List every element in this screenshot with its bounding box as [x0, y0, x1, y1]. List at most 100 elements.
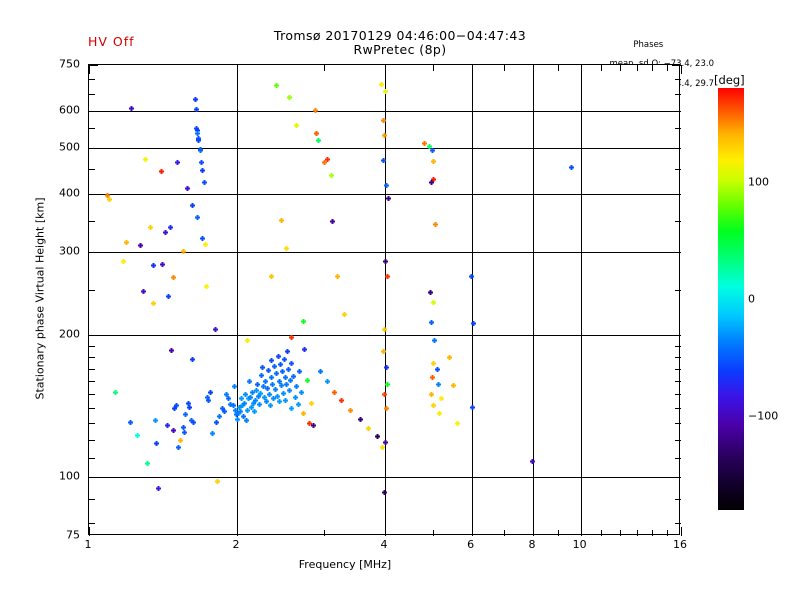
- data-point: [256, 394, 261, 399]
- data-point: [289, 406, 294, 411]
- data-point: [166, 294, 171, 299]
- data-point: [270, 382, 275, 387]
- phase-stats-heading: Phases: [633, 40, 664, 51]
- data-point: [278, 362, 283, 367]
- data-point: [375, 434, 380, 439]
- data-point: [431, 159, 436, 164]
- data-point: [175, 160, 180, 165]
- data-point: [174, 403, 179, 408]
- data-point: [318, 369, 323, 374]
- data-point: [470, 405, 475, 410]
- data-point: [210, 431, 215, 436]
- data-point: [275, 394, 280, 399]
- data-point: [455, 421, 460, 426]
- y-tick-label: 500: [59, 140, 80, 154]
- data-point: [181, 249, 186, 254]
- data-point: [569, 165, 574, 170]
- data-point: [206, 398, 211, 403]
- data-point: [429, 180, 434, 185]
- data-point: [205, 395, 210, 400]
- data-point: [250, 390, 255, 395]
- data-point: [471, 321, 476, 326]
- data-point: [447, 355, 452, 360]
- data-point: [305, 378, 310, 383]
- data-point: [156, 486, 161, 491]
- data-point: [383, 89, 388, 94]
- data-point: [224, 392, 229, 397]
- data-point: [451, 383, 456, 388]
- data-point: [259, 373, 264, 378]
- data-point: [339, 398, 344, 403]
- data-point: [284, 246, 289, 251]
- data-point: [151, 263, 156, 268]
- data-point: [432, 338, 437, 343]
- data-point: [316, 138, 321, 143]
- data-point: [435, 367, 440, 372]
- data-point: [253, 398, 258, 403]
- data-point: [269, 358, 274, 363]
- data-point: [193, 97, 198, 102]
- data-point: [439, 396, 444, 401]
- data-point: [437, 411, 442, 416]
- colorbar-tick-label: −100: [748, 409, 779, 423]
- data-point: [232, 384, 237, 389]
- data-point: [121, 259, 126, 264]
- data-point: [251, 401, 256, 406]
- data-point: [431, 403, 436, 408]
- hv-status-label: HV Off: [88, 34, 135, 49]
- data-point: [213, 327, 218, 332]
- data-point: [268, 403, 273, 408]
- data-point: [266, 368, 271, 373]
- data-point: [113, 390, 118, 395]
- data-point: [281, 391, 286, 396]
- data-point: [294, 384, 299, 389]
- data-point: [329, 173, 334, 178]
- x-tick-label: 10: [572, 538, 587, 551]
- data-point: [431, 300, 436, 305]
- data-point: [433, 222, 438, 227]
- data-point: [277, 379, 282, 384]
- data-point: [283, 375, 288, 380]
- data-point: [222, 409, 227, 414]
- data-point: [233, 408, 238, 413]
- data-point: [280, 369, 285, 374]
- data-point: [335, 274, 340, 279]
- data-point: [282, 357, 287, 362]
- axis-ticks-layer: [88, 64, 683, 536]
- data-point: [348, 408, 353, 413]
- data-point: [286, 367, 291, 372]
- data-point: [311, 423, 316, 428]
- data-point: [469, 274, 474, 279]
- data-point: [325, 379, 330, 384]
- data-point: [181, 425, 186, 430]
- data-point: [171, 275, 176, 280]
- data-point: [430, 375, 435, 380]
- data-point: [238, 409, 243, 414]
- data-point: [385, 274, 390, 279]
- data-point: [228, 402, 233, 407]
- data-point: [429, 320, 434, 325]
- data-point: [287, 388, 292, 393]
- data-point: [287, 95, 292, 100]
- data-point: [293, 395, 298, 400]
- data-point: [245, 338, 250, 343]
- data-point: [261, 384, 266, 389]
- data-point: [289, 361, 294, 366]
- data-point: [436, 382, 441, 387]
- data-point: [235, 417, 240, 422]
- data-point: [244, 418, 249, 423]
- data-point: [169, 348, 174, 353]
- data-point: [248, 395, 253, 400]
- data-point: [203, 242, 208, 247]
- data-point: [307, 421, 312, 426]
- x-tick-label: 8: [528, 538, 536, 551]
- data-point: [385, 382, 390, 387]
- plot-subtitle: RwPretec (8p): [353, 42, 447, 57]
- data-point: [263, 379, 268, 384]
- data-point: [141, 289, 146, 294]
- data-point: [309, 401, 314, 406]
- data-point: [384, 183, 389, 188]
- data-point: [255, 382, 260, 387]
- scatter-plot-area: [88, 64, 683, 536]
